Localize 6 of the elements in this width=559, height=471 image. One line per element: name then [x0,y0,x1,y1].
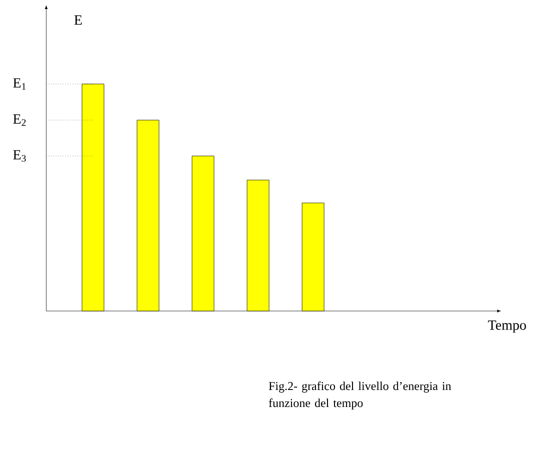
ref-line-label: E$_{2}$ [13,114,26,126]
ref-line-label: E$_{3}$ [13,150,26,162]
ref-line-label: E$_{1}$ [13,78,26,90]
text: Tempo [488,320,526,333]
caption: Fig.2- grafico del livello d’energia in funzione del tempo [268,382,452,410]
y-axis-title: E [74,15,82,25]
